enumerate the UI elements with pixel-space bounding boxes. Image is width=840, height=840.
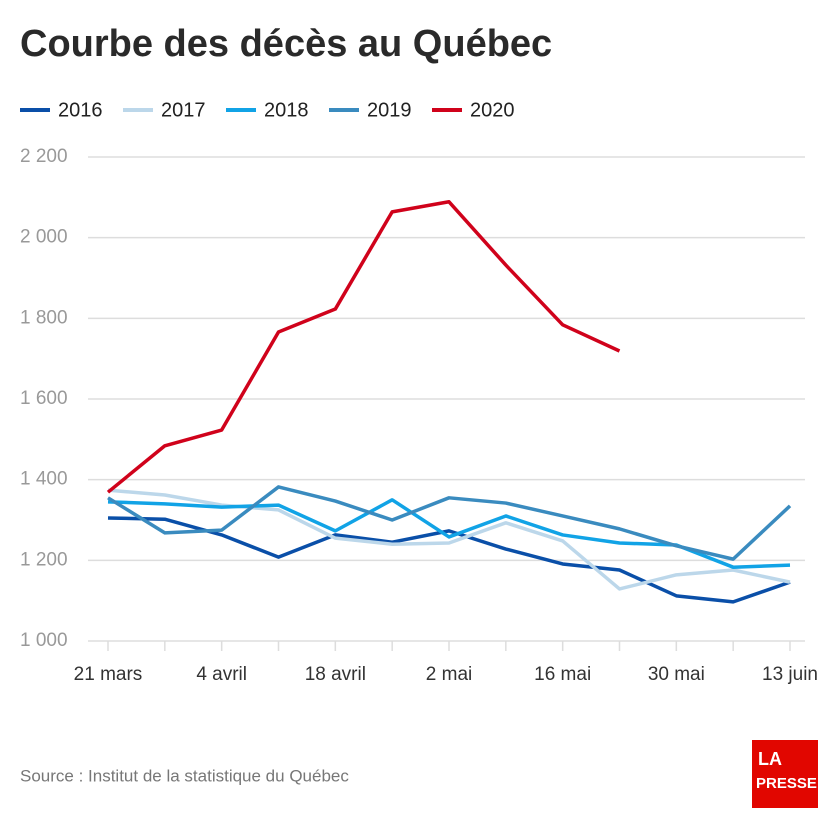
y-tick-label: 2 000 xyxy=(20,227,68,248)
y-tick-label: 1 400 xyxy=(20,469,68,490)
y-tick-label: 1 600 xyxy=(20,388,68,409)
legend-label: 2020 xyxy=(470,99,515,121)
y-tick-label: 1 200 xyxy=(20,549,68,570)
legend-label: 2019 xyxy=(367,99,412,121)
x-tick-label: 30 mai xyxy=(648,664,705,685)
logo-text: PRESSE xyxy=(756,775,817,792)
series-line xyxy=(107,516,791,604)
x-tick-label: 13 juin xyxy=(762,664,818,685)
x-tick-label: 4 avril xyxy=(196,664,247,685)
logo xyxy=(752,740,818,808)
y-tick-label: 1 800 xyxy=(20,307,68,328)
series-line xyxy=(107,488,791,591)
legend-label: 2016 xyxy=(58,99,103,121)
y-tick-label: 2 200 xyxy=(20,146,68,167)
x-tick-label: 18 avril xyxy=(305,664,366,685)
y-tick-label: 1 000 xyxy=(20,630,68,651)
series-line xyxy=(107,485,792,561)
x-tick-label: 21 mars xyxy=(74,664,143,685)
legend-label: 2017 xyxy=(161,99,206,121)
logo-text: LA xyxy=(758,749,782,769)
source: Source : Institut de la statistique du Q… xyxy=(20,766,349,785)
x-tick-label: 16 mai xyxy=(534,664,591,685)
legend-label: 2018 xyxy=(264,99,309,121)
chart-title: Courbe des décès au Québec xyxy=(20,23,552,65)
x-tick-label: 2 mai xyxy=(426,664,472,685)
series-line xyxy=(106,200,621,494)
